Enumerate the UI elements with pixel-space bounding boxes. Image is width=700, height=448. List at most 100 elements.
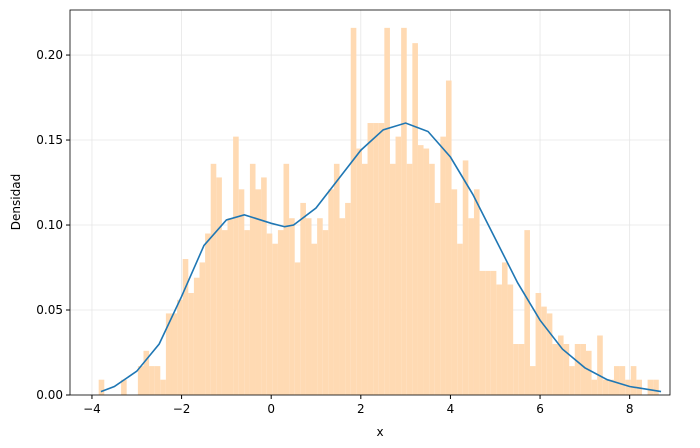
bar	[233, 136, 239, 396]
bar	[182, 259, 189, 395]
bar	[485, 270, 491, 395]
bar	[597, 335, 603, 395]
density-line	[100, 122, 662, 393]
bar	[429, 163, 435, 395]
bar	[221, 230, 228, 395]
bar	[406, 163, 413, 395]
bar	[529, 366, 536, 395]
bar	[608, 379, 614, 395]
bar	[440, 136, 446, 396]
bar	[244, 230, 250, 395]
bar	[602, 379, 609, 395]
bar	[468, 218, 474, 395]
bar	[294, 262, 301, 395]
bar	[507, 284, 514, 395]
bar	[625, 379, 631, 395]
bar	[361, 163, 368, 395]
bar	[249, 163, 256, 395]
y-tick-label: 0.05	[36, 303, 63, 317]
bar	[193, 277, 200, 395]
bar	[356, 148, 362, 395]
bar	[333, 163, 340, 395]
bar	[395, 136, 402, 396]
bar	[541, 306, 547, 395]
x-tick-label: −2	[173, 402, 191, 416]
bar	[177, 299, 183, 395]
bar	[585, 350, 592, 395]
bar	[277, 230, 284, 395]
bar	[160, 379, 166, 395]
bar	[417, 145, 424, 395]
bar	[462, 160, 469, 395]
bar	[121, 379, 127, 395]
bar	[305, 218, 312, 395]
bar	[457, 243, 463, 395]
bar	[518, 344, 525, 395]
bar	[205, 233, 211, 395]
y-tick-label: 0.20	[36, 48, 63, 62]
bar	[563, 344, 570, 395]
bar	[569, 366, 575, 395]
bar	[171, 313, 178, 395]
bar	[143, 350, 150, 395]
bar	[322, 230, 329, 395]
bar	[496, 284, 502, 395]
bar	[384, 27, 390, 395]
bar	[389, 163, 396, 395]
bar	[238, 189, 245, 395]
x-tick-label: 4	[447, 402, 455, 416]
bar	[434, 202, 441, 395]
bar	[591, 379, 598, 395]
bar	[283, 163, 290, 395]
bar	[524, 230, 530, 395]
bar	[328, 189, 334, 395]
bar	[154, 366, 161, 395]
bar	[98, 379, 105, 395]
y-axis-label: Densidad	[9, 174, 23, 230]
bar	[479, 270, 486, 395]
x-axis-label: x	[376, 425, 383, 439]
bar	[255, 189, 262, 395]
y-tick-label: 0.15	[36, 133, 63, 147]
bar	[653, 379, 659, 395]
plot-frame	[69, 9, 671, 396]
bar	[473, 189, 480, 395]
bar	[188, 293, 194, 395]
y-tick-label: 0.00	[36, 388, 63, 402]
bar	[630, 366, 637, 395]
bar	[574, 344, 581, 395]
bar	[535, 293, 542, 395]
bar	[546, 313, 553, 395]
x-tick-label: 8	[626, 402, 634, 416]
bar	[513, 344, 519, 395]
bar	[423, 148, 430, 395]
bar	[412, 43, 418, 396]
bar	[490, 270, 497, 395]
bar	[317, 218, 323, 395]
bar	[580, 344, 586, 395]
bar	[345, 202, 351, 395]
bar	[311, 243, 318, 395]
x-tick-label: 0	[267, 402, 275, 416]
bar	[137, 366, 144, 395]
bar	[350, 27, 357, 395]
bar	[149, 366, 155, 395]
bar	[339, 218, 346, 395]
bar	[367, 123, 374, 396]
bar	[165, 313, 172, 395]
x-tick-label: −4	[83, 402, 101, 416]
bar	[373, 123, 379, 396]
bar	[501, 262, 508, 395]
bar	[557, 335, 564, 395]
bar	[401, 27, 407, 395]
bar	[261, 177, 267, 395]
bar	[210, 163, 217, 395]
bar	[378, 123, 385, 396]
bar	[445, 80, 452, 396]
x-tick-label: 2	[357, 402, 365, 416]
bar	[300, 202, 306, 395]
bar	[199, 262, 206, 395]
bar	[216, 177, 222, 395]
bar	[266, 233, 273, 395]
